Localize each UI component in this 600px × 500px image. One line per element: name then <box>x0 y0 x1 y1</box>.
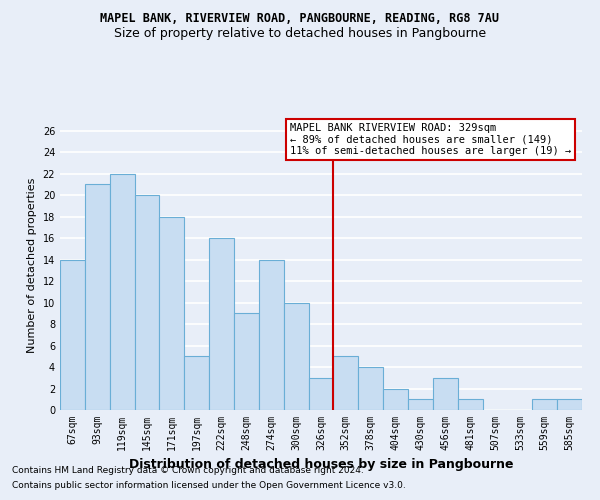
Text: MAPEL BANK, RIVERVIEW ROAD, PANGBOURNE, READING, RG8 7AU: MAPEL BANK, RIVERVIEW ROAD, PANGBOURNE, … <box>101 12 499 26</box>
Text: Contains HM Land Registry data © Crown copyright and database right 2024.: Contains HM Land Registry data © Crown c… <box>12 466 364 475</box>
Bar <box>383 388 408 410</box>
Text: MAPEL BANK RIVERVIEW ROAD: 329sqm
← 89% of detached houses are smaller (149)
11%: MAPEL BANK RIVERVIEW ROAD: 329sqm ← 89% … <box>290 123 571 156</box>
X-axis label: Distribution of detached houses by size in Pangbourne: Distribution of detached houses by size … <box>129 458 513 471</box>
Bar <box>557 400 582 410</box>
Bar <box>433 378 458 410</box>
Bar <box>160 216 184 410</box>
Bar <box>308 378 334 410</box>
Bar <box>110 174 134 410</box>
Bar <box>408 400 433 410</box>
Text: Contains public sector information licensed under the Open Government Licence v3: Contains public sector information licen… <box>12 481 406 490</box>
Bar <box>532 400 557 410</box>
Bar <box>134 195 160 410</box>
Bar <box>458 400 482 410</box>
Bar <box>60 260 85 410</box>
Text: Size of property relative to detached houses in Pangbourne: Size of property relative to detached ho… <box>114 28 486 40</box>
Bar <box>184 356 209 410</box>
Bar <box>209 238 234 410</box>
Y-axis label: Number of detached properties: Number of detached properties <box>27 178 37 352</box>
Bar <box>259 260 284 410</box>
Bar <box>284 302 308 410</box>
Bar <box>234 314 259 410</box>
Bar <box>334 356 358 410</box>
Bar <box>358 367 383 410</box>
Bar <box>85 184 110 410</box>
